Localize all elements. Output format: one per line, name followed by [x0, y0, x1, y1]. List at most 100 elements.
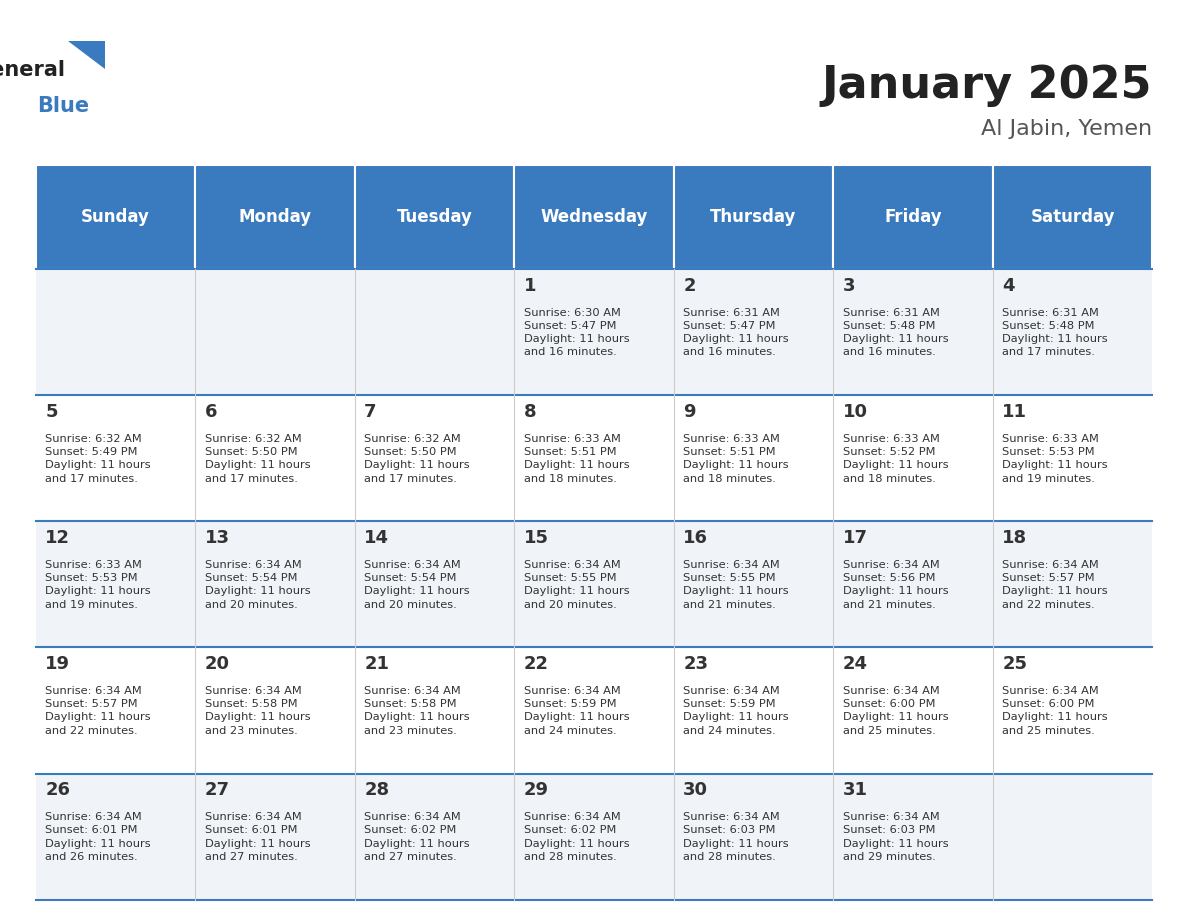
Bar — [195, 396, 355, 521]
Bar — [355, 165, 514, 269]
Text: Sunrise: 6:33 AM
Sunset: 5:53 PM
Daylight: 11 hours
and 19 minutes.: Sunrise: 6:33 AM Sunset: 5:53 PM Dayligh… — [45, 560, 151, 610]
Bar — [514, 396, 674, 521]
Bar — [514, 647, 674, 774]
Text: Sunrise: 6:33 AM
Sunset: 5:51 PM
Daylight: 11 hours
and 18 minutes.: Sunrise: 6:33 AM Sunset: 5:51 PM Dayligh… — [524, 434, 630, 484]
Bar — [355, 774, 514, 900]
Bar — [993, 165, 1152, 269]
Bar — [674, 165, 833, 269]
Text: 11: 11 — [1003, 403, 1028, 420]
Text: Sunrise: 6:31 AM
Sunset: 5:48 PM
Daylight: 11 hours
and 16 minutes.: Sunrise: 6:31 AM Sunset: 5:48 PM Dayligh… — [842, 308, 948, 357]
Text: Sunrise: 6:34 AM
Sunset: 6:00 PM
Daylight: 11 hours
and 25 minutes.: Sunrise: 6:34 AM Sunset: 6:00 PM Dayligh… — [842, 686, 948, 735]
Text: Sunrise: 6:32 AM
Sunset: 5:50 PM
Daylight: 11 hours
and 17 minutes.: Sunrise: 6:32 AM Sunset: 5:50 PM Dayligh… — [365, 434, 469, 484]
Text: Sunday: Sunday — [81, 208, 150, 226]
Text: 31: 31 — [842, 781, 867, 799]
Bar — [993, 647, 1152, 774]
Bar — [195, 647, 355, 774]
Text: 7: 7 — [365, 403, 377, 420]
Text: 6: 6 — [204, 403, 217, 420]
Text: 27: 27 — [204, 781, 229, 799]
Text: Thursday: Thursday — [710, 208, 797, 226]
Text: 22: 22 — [524, 655, 549, 673]
Bar — [993, 269, 1152, 396]
Text: 1: 1 — [524, 276, 536, 295]
Text: 16: 16 — [683, 529, 708, 547]
Text: 21: 21 — [365, 655, 390, 673]
Bar — [195, 774, 355, 900]
Bar — [514, 774, 674, 900]
Text: Sunrise: 6:33 AM
Sunset: 5:51 PM
Daylight: 11 hours
and 18 minutes.: Sunrise: 6:33 AM Sunset: 5:51 PM Dayligh… — [683, 434, 789, 484]
Text: 28: 28 — [365, 781, 390, 799]
Text: Sunrise: 6:34 AM
Sunset: 6:02 PM
Daylight: 11 hours
and 27 minutes.: Sunrise: 6:34 AM Sunset: 6:02 PM Dayligh… — [365, 812, 469, 862]
Text: Sunrise: 6:34 AM
Sunset: 5:57 PM
Daylight: 11 hours
and 22 minutes.: Sunrise: 6:34 AM Sunset: 5:57 PM Dayligh… — [45, 686, 151, 735]
Bar — [36, 396, 195, 521]
Bar — [36, 647, 195, 774]
Text: General: General — [0, 60, 65, 80]
Bar — [514, 165, 674, 269]
Bar — [833, 396, 993, 521]
Text: 8: 8 — [524, 403, 536, 420]
Text: Sunrise: 6:32 AM
Sunset: 5:50 PM
Daylight: 11 hours
and 17 minutes.: Sunrise: 6:32 AM Sunset: 5:50 PM Dayligh… — [204, 434, 310, 484]
Text: Sunrise: 6:34 AM
Sunset: 5:56 PM
Daylight: 11 hours
and 21 minutes.: Sunrise: 6:34 AM Sunset: 5:56 PM Dayligh… — [842, 560, 948, 610]
Text: Friday: Friday — [884, 208, 942, 226]
Bar — [674, 647, 833, 774]
Bar — [993, 396, 1152, 521]
Text: 17: 17 — [842, 529, 867, 547]
Text: 15: 15 — [524, 529, 549, 547]
Text: Blue: Blue — [37, 96, 89, 117]
Bar — [514, 521, 674, 647]
Text: Sunrise: 6:30 AM
Sunset: 5:47 PM
Daylight: 11 hours
and 16 minutes.: Sunrise: 6:30 AM Sunset: 5:47 PM Dayligh… — [524, 308, 630, 357]
Text: 24: 24 — [842, 655, 867, 673]
Text: Al Jabin, Yemen: Al Jabin, Yemen — [981, 119, 1152, 140]
Text: 20: 20 — [204, 655, 229, 673]
Text: Sunrise: 6:34 AM
Sunset: 5:54 PM
Daylight: 11 hours
and 20 minutes.: Sunrise: 6:34 AM Sunset: 5:54 PM Dayligh… — [365, 560, 469, 610]
Text: Sunrise: 6:34 AM
Sunset: 5:54 PM
Daylight: 11 hours
and 20 minutes.: Sunrise: 6:34 AM Sunset: 5:54 PM Dayligh… — [204, 560, 310, 610]
Text: Monday: Monday — [239, 208, 311, 226]
Bar — [355, 396, 514, 521]
Bar — [993, 521, 1152, 647]
Text: 4: 4 — [1003, 276, 1015, 295]
Text: 2: 2 — [683, 276, 696, 295]
Text: Sunrise: 6:34 AM
Sunset: 5:58 PM
Daylight: 11 hours
and 23 minutes.: Sunrise: 6:34 AM Sunset: 5:58 PM Dayligh… — [365, 686, 469, 735]
Bar — [355, 647, 514, 774]
Text: Sunrise: 6:34 AM
Sunset: 6:03 PM
Daylight: 11 hours
and 29 minutes.: Sunrise: 6:34 AM Sunset: 6:03 PM Dayligh… — [842, 812, 948, 862]
Text: January 2025: January 2025 — [822, 64, 1152, 107]
Text: Saturday: Saturday — [1030, 208, 1114, 226]
Text: Wednesday: Wednesday — [541, 208, 647, 226]
Text: 25: 25 — [1003, 655, 1028, 673]
Bar — [833, 269, 993, 396]
Bar — [195, 269, 355, 396]
Text: Sunrise: 6:34 AM
Sunset: 5:55 PM
Daylight: 11 hours
and 20 minutes.: Sunrise: 6:34 AM Sunset: 5:55 PM Dayligh… — [524, 560, 630, 610]
Text: Sunrise: 6:32 AM
Sunset: 5:49 PM
Daylight: 11 hours
and 17 minutes.: Sunrise: 6:32 AM Sunset: 5:49 PM Dayligh… — [45, 434, 151, 484]
Text: Sunrise: 6:33 AM
Sunset: 5:52 PM
Daylight: 11 hours
and 18 minutes.: Sunrise: 6:33 AM Sunset: 5:52 PM Dayligh… — [842, 434, 948, 484]
Text: Sunrise: 6:34 AM
Sunset: 6:01 PM
Daylight: 11 hours
and 26 minutes.: Sunrise: 6:34 AM Sunset: 6:01 PM Dayligh… — [45, 812, 151, 862]
Text: Sunrise: 6:34 AM
Sunset: 5:55 PM
Daylight: 11 hours
and 21 minutes.: Sunrise: 6:34 AM Sunset: 5:55 PM Dayligh… — [683, 560, 789, 610]
Bar — [36, 774, 195, 900]
Bar — [993, 774, 1152, 900]
Text: Sunrise: 6:34 AM
Sunset: 5:59 PM
Daylight: 11 hours
and 24 minutes.: Sunrise: 6:34 AM Sunset: 5:59 PM Dayligh… — [683, 686, 789, 735]
Text: Sunrise: 6:34 AM
Sunset: 6:02 PM
Daylight: 11 hours
and 28 minutes.: Sunrise: 6:34 AM Sunset: 6:02 PM Dayligh… — [524, 812, 630, 862]
Text: Sunrise: 6:33 AM
Sunset: 5:53 PM
Daylight: 11 hours
and 19 minutes.: Sunrise: 6:33 AM Sunset: 5:53 PM Dayligh… — [1003, 434, 1108, 484]
Text: 13: 13 — [204, 529, 229, 547]
Bar — [36, 165, 195, 269]
Bar — [195, 521, 355, 647]
Bar — [674, 269, 833, 396]
Text: Sunrise: 6:34 AM
Sunset: 5:57 PM
Daylight: 11 hours
and 22 minutes.: Sunrise: 6:34 AM Sunset: 5:57 PM Dayligh… — [1003, 560, 1108, 610]
Text: Sunrise: 6:31 AM
Sunset: 5:48 PM
Daylight: 11 hours
and 17 minutes.: Sunrise: 6:31 AM Sunset: 5:48 PM Dayligh… — [1003, 308, 1108, 357]
Text: 23: 23 — [683, 655, 708, 673]
Text: 29: 29 — [524, 781, 549, 799]
Text: Sunrise: 6:34 AM
Sunset: 5:59 PM
Daylight: 11 hours
and 24 minutes.: Sunrise: 6:34 AM Sunset: 5:59 PM Dayligh… — [524, 686, 630, 735]
Bar — [674, 396, 833, 521]
Bar — [833, 521, 993, 647]
Polygon shape — [68, 41, 105, 69]
Bar — [674, 521, 833, 647]
Text: Sunrise: 6:34 AM
Sunset: 6:00 PM
Daylight: 11 hours
and 25 minutes.: Sunrise: 6:34 AM Sunset: 6:00 PM Dayligh… — [1003, 686, 1108, 735]
Bar — [833, 165, 993, 269]
Text: 12: 12 — [45, 529, 70, 547]
Text: 3: 3 — [842, 276, 855, 295]
Text: Sunrise: 6:34 AM
Sunset: 5:58 PM
Daylight: 11 hours
and 23 minutes.: Sunrise: 6:34 AM Sunset: 5:58 PM Dayligh… — [204, 686, 310, 735]
Bar — [36, 521, 195, 647]
Text: 9: 9 — [683, 403, 696, 420]
Text: Sunrise: 6:34 AM
Sunset: 6:03 PM
Daylight: 11 hours
and 28 minutes.: Sunrise: 6:34 AM Sunset: 6:03 PM Dayligh… — [683, 812, 789, 862]
Text: Tuesday: Tuesday — [397, 208, 473, 226]
Text: Sunrise: 6:34 AM
Sunset: 6:01 PM
Daylight: 11 hours
and 27 minutes.: Sunrise: 6:34 AM Sunset: 6:01 PM Dayligh… — [204, 812, 310, 862]
